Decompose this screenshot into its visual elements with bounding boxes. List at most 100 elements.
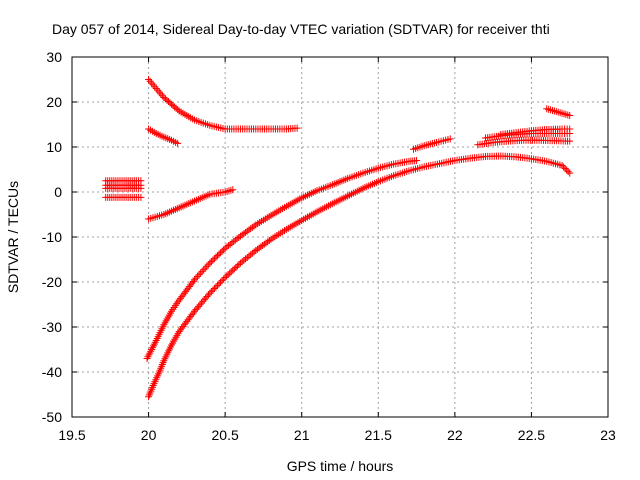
series-arc-steep-2 xyxy=(145,152,574,401)
series-arc-mid-short xyxy=(145,125,182,147)
data-point xyxy=(543,105,551,113)
x-tick-label: 22.5 xyxy=(518,427,545,443)
y-tick-label: 10 xyxy=(46,139,62,155)
data-point xyxy=(213,281,221,289)
data-point xyxy=(210,285,218,293)
data-point xyxy=(201,264,209,272)
chart-title: Day 057 of 2014, Sidereal Day-to-day VTE… xyxy=(52,21,550,37)
data-point xyxy=(149,342,157,350)
data-point xyxy=(218,247,226,255)
series-arc-early-2 xyxy=(102,181,145,189)
data-point xyxy=(218,277,226,285)
series-arc-high xyxy=(145,76,301,133)
data-point xyxy=(548,106,556,114)
data-point xyxy=(174,139,182,147)
y-tick-label: -50 xyxy=(42,409,62,425)
data-point xyxy=(217,278,225,286)
series-arc-early-1 xyxy=(102,177,145,185)
data-point xyxy=(209,256,217,264)
x-tick-label: 19.5 xyxy=(58,427,85,443)
y-tick-label: -10 xyxy=(42,229,62,245)
data-point xyxy=(413,157,421,164)
data-point xyxy=(207,288,215,296)
data-point xyxy=(561,165,569,173)
data-point xyxy=(232,263,240,271)
data-point xyxy=(566,137,574,145)
series-arc-rising-linear xyxy=(145,186,237,223)
data-point xyxy=(151,83,159,91)
x-tick-label: 21 xyxy=(294,427,310,443)
data-point xyxy=(446,135,454,143)
data-point xyxy=(144,353,152,361)
series-arc-early-3 xyxy=(102,184,145,192)
data-point xyxy=(155,88,163,96)
data-point xyxy=(158,92,166,100)
x-tick-label: 23 xyxy=(600,427,616,443)
data-point xyxy=(215,250,223,258)
data-point xyxy=(250,222,258,230)
data-point xyxy=(223,187,231,195)
y-tick-label: 0 xyxy=(54,184,62,200)
data-marks xyxy=(102,76,574,401)
data-point xyxy=(230,265,238,273)
data-point xyxy=(220,275,228,283)
data-point xyxy=(547,106,555,114)
data-point xyxy=(566,112,574,119)
data-point xyxy=(143,355,151,362)
y-tick-label: 30 xyxy=(46,49,62,65)
data-point xyxy=(558,161,566,169)
data-point xyxy=(157,90,165,98)
series-arc-steep-1 xyxy=(143,157,421,362)
data-point xyxy=(227,186,235,194)
data-point xyxy=(195,271,203,279)
data-point xyxy=(229,186,237,194)
data-point xyxy=(149,344,157,352)
data-point xyxy=(564,111,572,119)
data-point xyxy=(137,193,145,201)
data-point xyxy=(566,125,574,133)
y-tick-label: -20 xyxy=(42,274,62,290)
data-point xyxy=(204,261,212,269)
x-tick-label: 22 xyxy=(447,427,463,443)
data-point xyxy=(137,184,145,192)
data-point xyxy=(200,266,208,274)
data-point xyxy=(225,187,233,195)
data-point xyxy=(562,110,570,118)
data-point xyxy=(212,283,220,291)
data-point xyxy=(217,249,225,257)
data-point xyxy=(206,259,214,267)
data-point xyxy=(203,262,211,270)
data-point xyxy=(207,258,215,266)
data-point xyxy=(152,85,160,92)
data-point xyxy=(223,272,231,280)
data-point xyxy=(560,163,568,171)
y-tick-label: 20 xyxy=(46,94,62,110)
data-point xyxy=(229,266,237,274)
data-point xyxy=(563,166,571,174)
data-point xyxy=(215,280,223,288)
data-point xyxy=(154,86,162,94)
data-point xyxy=(192,274,200,282)
ticks xyxy=(71,56,609,418)
data-point xyxy=(151,338,159,346)
x-axis-label: GPS time / hours xyxy=(287,458,394,474)
data-point xyxy=(210,255,218,263)
data-point xyxy=(150,340,158,348)
series-arc-early-4 xyxy=(102,193,145,201)
grid xyxy=(72,57,608,417)
data-point xyxy=(554,108,562,116)
data-point xyxy=(212,253,220,261)
data-point xyxy=(226,269,234,277)
data-point xyxy=(235,261,243,269)
x-tick-labels: 19.5 20 20.5 21 21.5 22 22.5 23 xyxy=(58,427,616,443)
series-arc-late-4 xyxy=(497,125,574,138)
y-tick-label: -40 xyxy=(42,364,62,380)
data-point xyxy=(220,246,228,254)
data-point xyxy=(293,124,301,132)
data-point xyxy=(147,347,155,355)
series-arc-late-top xyxy=(543,105,574,119)
data-point xyxy=(221,274,229,281)
x-tick-label: 20 xyxy=(141,427,157,443)
series-arc-late-1 xyxy=(410,135,454,153)
data-point xyxy=(148,79,156,87)
